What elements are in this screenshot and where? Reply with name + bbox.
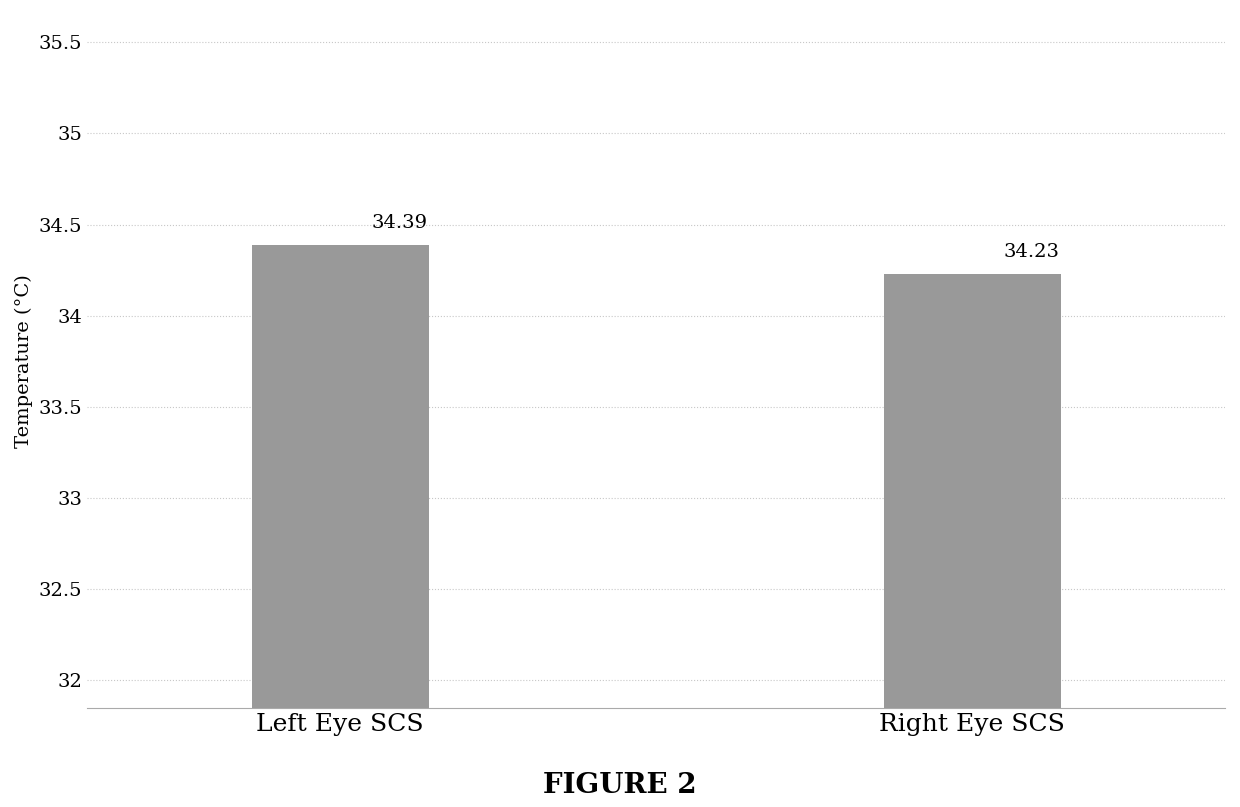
Text: FIGURE 2: FIGURE 2 <box>543 772 697 799</box>
Text: 34.23: 34.23 <box>1003 243 1060 261</box>
Bar <box>884 274 1060 708</box>
Y-axis label: Temperature (°C): Temperature (°C) <box>15 274 33 448</box>
Text: 34.39: 34.39 <box>372 214 428 232</box>
Bar <box>252 245 429 708</box>
